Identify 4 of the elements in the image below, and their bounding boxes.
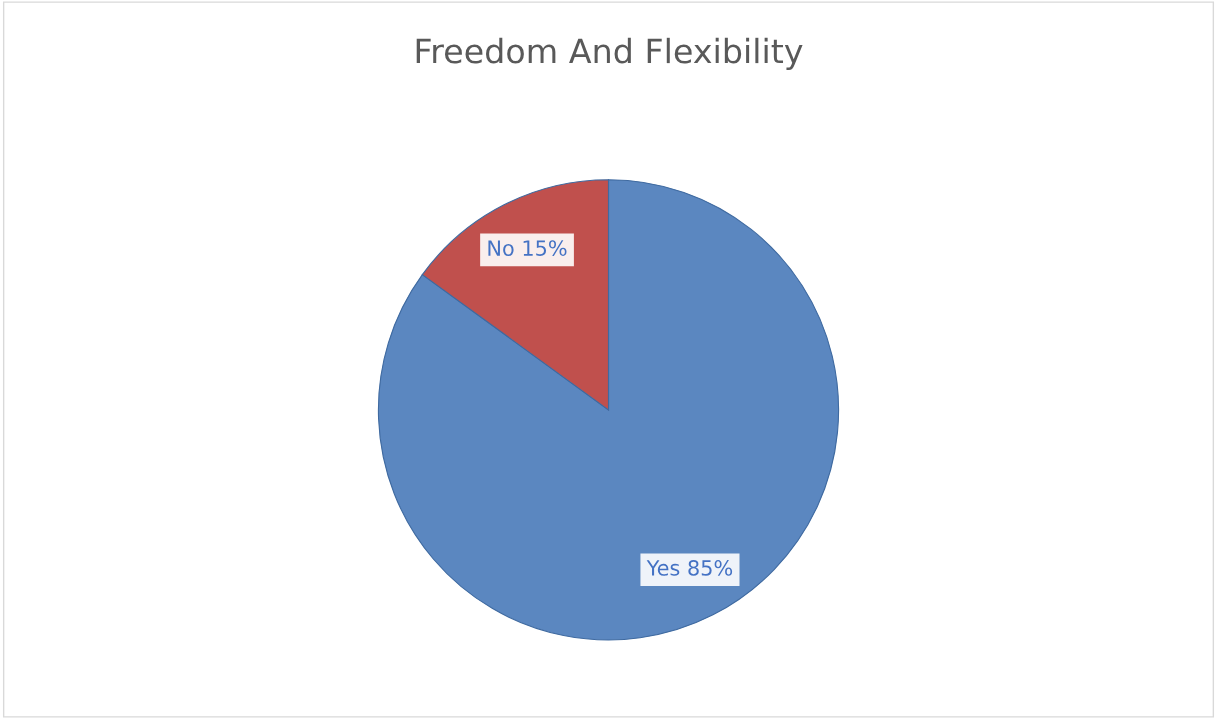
pie-slice bbox=[377, 179, 840, 641]
chart-title: Freedom And Flexibility bbox=[416, 37, 803, 71]
slice-label: No 15% bbox=[488, 240, 567, 256]
slice-label: Yes 85% bbox=[646, 560, 733, 576]
